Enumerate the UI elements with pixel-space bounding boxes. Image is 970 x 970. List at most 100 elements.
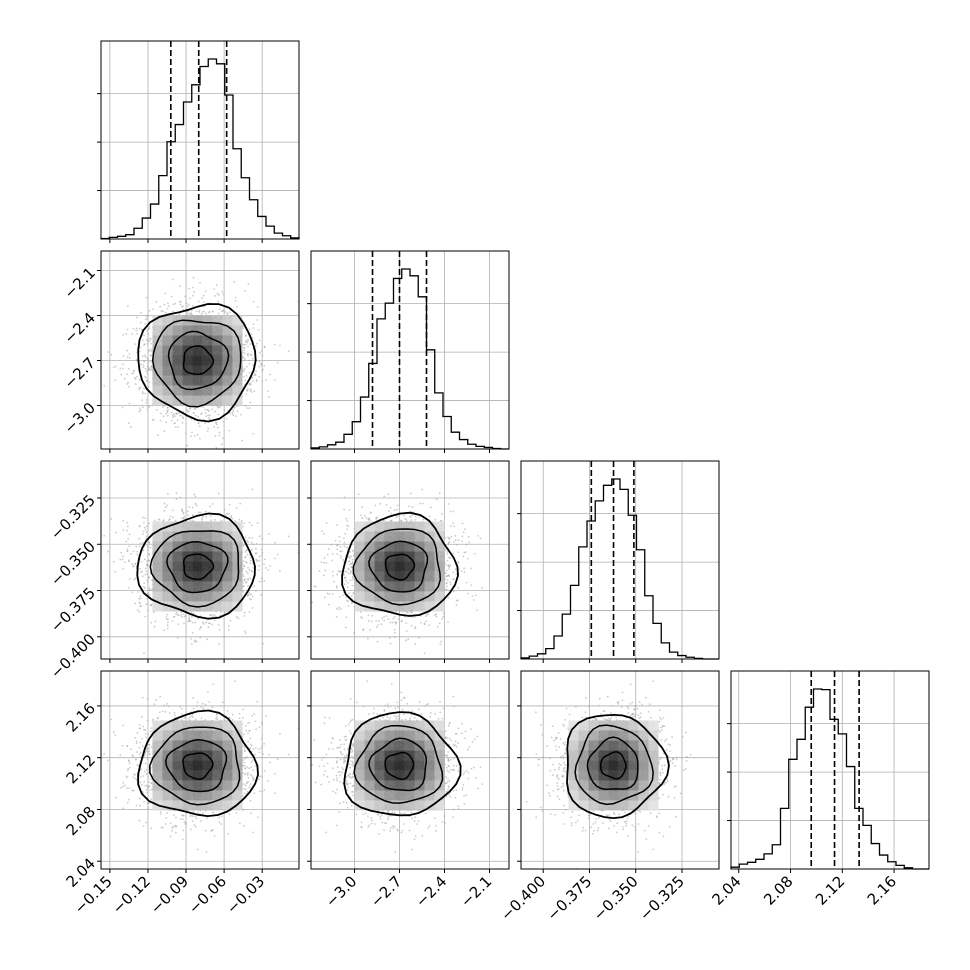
scatter-point: [166, 624, 169, 627]
scatter-point: [178, 313, 181, 316]
scatter-point: [147, 552, 150, 555]
scatter-point: [228, 512, 231, 515]
scatter-point: [254, 552, 257, 555]
scatter-point: [141, 328, 143, 331]
scatter-point: [138, 407, 141, 410]
scatter-point: [250, 353, 252, 356]
panel-frame: [310, 250, 510, 450]
scatter-point: [244, 404, 247, 407]
scatter-point: [146, 592, 149, 595]
scatter-point: [243, 585, 245, 588]
scatter-point: [205, 621, 208, 624]
scatter-point: [173, 415, 176, 418]
density-cell: [232, 355, 243, 366]
scatter-point: [112, 560, 115, 563]
density-cell: [212, 325, 223, 336]
scatter-point: [202, 406, 205, 408]
scatter-point: [177, 614, 179, 616]
density-cell: [192, 395, 203, 406]
y-tick-label-param-2: −2.4: [61, 309, 99, 347]
scatter-point: [143, 387, 145, 390]
scatter-point: [163, 303, 166, 306]
scatter-point: [181, 305, 184, 308]
scatter-point: [247, 345, 249, 348]
scatter-point: [187, 312, 189, 315]
scatter-point: [251, 606, 254, 609]
scatter-point: [245, 365, 248, 368]
scatter-point: [192, 276, 195, 279]
scatter-point: [114, 570, 117, 573]
scatter-point: [162, 405, 165, 407]
scatter-point: [185, 302, 188, 305]
scatter-point: [149, 546, 152, 549]
scatter-point: [186, 305, 189, 308]
scatter-point: [167, 305, 170, 308]
scatter-point: [245, 393, 248, 396]
scatter-point: [262, 368, 264, 371]
scatter-point: [258, 365, 261, 368]
scatter-point: [258, 559, 261, 562]
scatter-point: [136, 375, 138, 378]
scatter-point: [219, 614, 222, 617]
scatter-point: [148, 406, 151, 408]
scatter-point: [126, 373, 128, 376]
scatter-point: [205, 312, 207, 315]
scatter-point: [214, 518, 217, 521]
scatter-point: [221, 443, 223, 446]
scatter-point: [143, 582, 146, 585]
scatter-point: [188, 297, 191, 300]
scatter-point: [256, 306, 259, 308]
scatter-point: [130, 426, 132, 428]
scatter-point: [261, 354, 264, 357]
scatter-point: [217, 413, 220, 416]
scatter-point: [156, 408, 158, 411]
density-cell: [152, 355, 163, 366]
scatter-point: [251, 548, 254, 551]
scatter-point: [241, 439, 243, 442]
scatter-point: [200, 313, 203, 315]
scatter-point: [192, 612, 195, 615]
scatter-point: [215, 284, 218, 287]
scatter-point: [139, 321, 142, 324]
scatter-point: [217, 492, 220, 495]
scatter-point: [115, 365, 117, 368]
scatter-point: [144, 528, 147, 531]
scatter-point: [171, 620, 174, 622]
scatter-point: [150, 579, 153, 582]
scatter-point: [146, 339, 148, 342]
scatter-point: [193, 493, 196, 496]
scatter-point: [207, 626, 210, 629]
scatter-point: [141, 542, 144, 544]
scatter-point: [240, 413, 242, 416]
scatter-point: [148, 589, 151, 592]
scatter-point: [167, 493, 169, 496]
scatter-point: [225, 417, 228, 420]
scatter-point: [146, 560, 148, 563]
scatter-point: [188, 287, 191, 290]
scatter-point: [211, 503, 214, 505]
scatter-point: [214, 295, 216, 297]
scatter-point: [198, 437, 201, 440]
scatter-point: [243, 352, 246, 355]
scatter-point: [244, 632, 247, 634]
scatter-point: [139, 346, 142, 349]
scatter-point: [207, 414, 210, 417]
histogram-step-1: [100, 58, 300, 240]
scatter-point: [246, 549, 249, 552]
scatter-point: [211, 615, 214, 617]
scatter-point: [141, 575, 144, 578]
scatter-point: [181, 510, 184, 513]
scatter-point: [138, 610, 141, 613]
scatter-point: [198, 425, 201, 428]
scatter-point: [138, 545, 141, 548]
scatter-point: [170, 411, 173, 414]
scatter-point: [256, 522, 259, 524]
scatter-point: [159, 305, 162, 308]
scatter-point: [258, 360, 261, 363]
scatter-point: [214, 410, 217, 413]
scatter-point: [242, 590, 245, 593]
scatter-point: [235, 615, 238, 618]
scatter-point: [243, 357, 246, 360]
scatter-point: [182, 464, 184, 466]
scatter-point: [153, 519, 156, 522]
